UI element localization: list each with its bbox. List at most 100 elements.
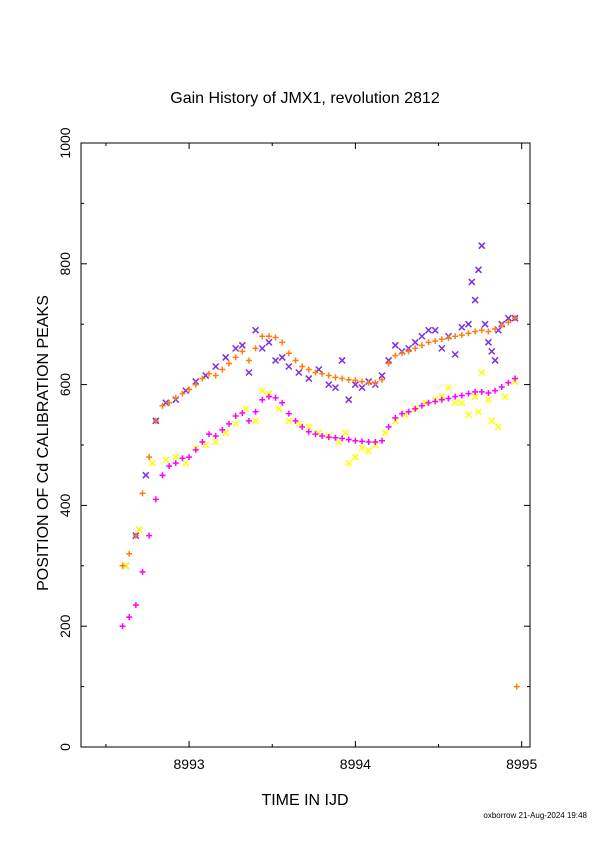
data-point [401,411,409,419]
data-point [325,434,332,441]
data-point [392,352,399,359]
data-point [272,394,279,401]
data-point [465,390,472,397]
data-point [438,396,445,403]
data-point [319,432,326,439]
data-point [512,315,519,322]
data-point [135,526,143,534]
data-point [206,431,213,438]
series-3 [119,375,519,630]
data-point [345,396,353,404]
data-point [192,381,199,388]
data-point [451,399,459,407]
data-point [491,356,499,364]
data-point [345,376,352,383]
data-point [259,396,266,403]
data-point [351,453,359,461]
series-0 [122,242,519,570]
data-point [474,266,482,274]
series-1 [122,368,519,570]
data-point [474,408,482,416]
data-point [285,362,293,371]
data-point [312,369,319,376]
data-point [412,405,419,412]
data-point [172,394,179,401]
data-point [238,341,246,349]
data-point [182,387,190,395]
data-point [232,354,239,361]
data-point [146,532,153,539]
data-point [492,326,499,333]
data-point [488,417,496,425]
data-point [226,360,233,367]
data-point [199,375,206,382]
data-point [126,614,133,621]
data-point [472,328,479,335]
data-point [152,417,159,424]
data-point [172,460,179,467]
data-point [378,376,385,383]
data-point [166,399,173,406]
data-point [378,372,386,380]
data-point [312,431,319,438]
data-point [265,393,272,400]
data-point [451,350,459,358]
data-point [498,322,505,329]
data-point [252,408,259,415]
data-point [385,360,392,367]
data-point [351,381,359,389]
data-point [285,410,292,417]
data-point [242,405,250,413]
data-point [192,378,200,386]
data-point [472,388,479,395]
data-point [319,370,326,377]
data-point [252,345,259,352]
data-point [259,333,266,340]
data-point [485,328,492,335]
data-point [252,326,260,334]
data-point [239,409,246,416]
data-point [418,342,425,349]
data-point [444,384,453,392]
x-tick-label: 8995 [506,756,537,772]
data-point [505,319,512,326]
y-tick-label: 800 [57,252,73,276]
y-axis-label: POSITION OF Cd CALIBRATION PEAKS [35,295,52,591]
data-point [186,386,193,393]
data-point [378,437,385,444]
data-point [148,459,157,467]
data-point [222,429,230,437]
data-point [464,411,473,419]
data-point [315,365,323,374]
data-point [332,374,339,381]
data-point [371,441,379,449]
data-point [438,393,446,401]
data-point [412,345,419,352]
data-point [484,338,492,346]
data-point [166,463,173,470]
data-point [305,375,313,383]
data-point [468,278,476,286]
data-point [478,242,486,250]
data-point [385,423,392,430]
data-point [206,370,213,377]
data-point [325,372,332,379]
data-point [126,550,133,557]
data-point [471,393,479,401]
data-point [511,378,519,386]
data-point [285,350,292,357]
data-point [398,350,405,357]
data-point [421,399,429,407]
data-point [335,438,343,446]
data-point [432,338,439,345]
data-point [119,623,126,630]
data-point [445,335,452,342]
data-point [488,347,496,355]
data-point [431,326,439,334]
data-point [405,348,412,355]
x-axis-label: TIME IN IJD [261,792,348,809]
data-point [232,420,240,428]
data-point [411,338,419,346]
data-point [202,441,210,449]
data-point [331,384,339,392]
